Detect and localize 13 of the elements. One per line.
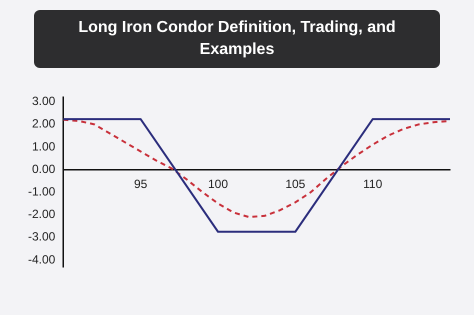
y-tick-label: 1.00 (32, 139, 56, 154)
y-tick-label: 2.00 (32, 116, 56, 131)
y-tick-label: 3.00 (32, 94, 56, 108)
y-tick-label: -1.00 (28, 184, 56, 198)
x-tick-label: 110 (363, 177, 383, 192)
x-tick-label: 100 (208, 177, 228, 192)
x-tick-label: 105 (285, 177, 306, 192)
x-tick-label: 95 (134, 177, 148, 192)
chart-title: Long Iron Condor Definition, Trading, and Examples (34, 10, 440, 68)
y-tick-label: 0.00 (32, 162, 56, 176)
y-tick-label: -4.00 (28, 252, 56, 266)
y-tick-label: -3.00 (28, 230, 56, 244)
y-tick-label: -2.00 (28, 207, 56, 222)
